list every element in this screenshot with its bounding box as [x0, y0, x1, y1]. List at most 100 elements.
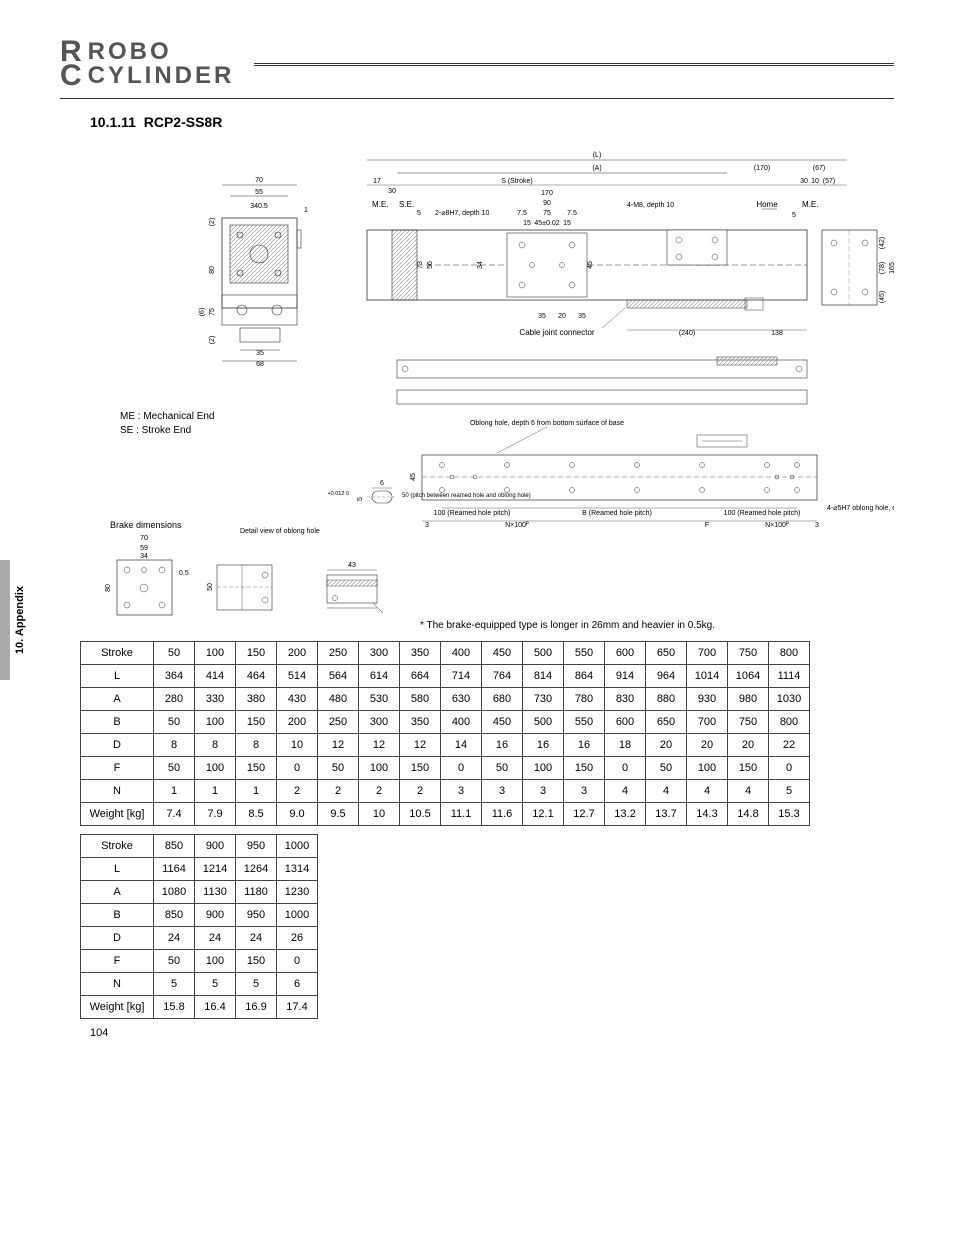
header-rules — [254, 62, 894, 67]
table-cell: 350 — [400, 711, 441, 734]
table-cell: 100 — [195, 950, 236, 973]
svg-text:(6): (6) — [199, 308, 206, 317]
svg-text:59: 59 — [140, 545, 148, 552]
table-cell: 16.9 — [236, 996, 277, 1019]
table-cell: 530 — [359, 688, 400, 711]
svg-text:70: 70 — [140, 535, 148, 542]
table-cell: 250 — [318, 711, 359, 734]
table-cell: 15.3 — [769, 803, 810, 826]
svg-text:80: 80 — [209, 266, 216, 274]
table-cell: 50 — [646, 757, 687, 780]
table-cell: 580 — [400, 688, 441, 711]
svg-text:56: 56 — [427, 261, 434, 269]
oblong-detail-label: Detail view of oblong hole — [240, 528, 320, 535]
svg-text:1: 1 — [304, 207, 308, 214]
section-title: RCP2-SS8R — [144, 114, 223, 130]
table-cell: 4 — [605, 780, 646, 803]
svg-text:43: 43 — [348, 562, 356, 569]
table-cell: Weight [kg] — [81, 996, 154, 1019]
table-header-cell: 1000 — [277, 835, 318, 858]
table-cell: 1000 — [277, 904, 318, 927]
table-cell: 500 — [523, 711, 564, 734]
svg-text:Home: Home — [756, 200, 778, 209]
table-cell: 10.5 — [400, 803, 441, 826]
table-header-cell: 250 — [318, 642, 359, 665]
table-cell: 24 — [154, 927, 195, 950]
legend-se: SE : Stroke End — [120, 424, 215, 438]
table-cell: 1064 — [728, 665, 769, 688]
table-cell: 10 — [277, 734, 318, 757]
logo: R ROBO C CYLINDER — [60, 40, 234, 88]
table-cell: L — [81, 858, 154, 881]
svg-text:(L): (L) — [593, 152, 602, 159]
table-cell: 8 — [236, 734, 277, 757]
svg-text:0.5: 0.5 — [179, 570, 189, 577]
svg-text:(45): (45) — [879, 291, 886, 303]
table-cell: 930 — [687, 688, 728, 711]
svg-text:2-⌀8H7, depth 10: 2-⌀8H7, depth 10 — [435, 210, 490, 217]
table-cell: 15.8 — [154, 996, 195, 1019]
svg-text:45: 45 — [587, 261, 594, 269]
svg-text:55: 55 — [255, 189, 263, 196]
table-header-cell: 950 — [236, 835, 277, 858]
svg-text:50 (pitch between reamed hole: 50 (pitch between reamed hole and oblong… — [402, 493, 531, 499]
svg-text:7.5: 7.5 — [517, 210, 527, 217]
table-cell: 8.5 — [236, 803, 277, 826]
svg-text:3: 3 — [815, 522, 819, 529]
table-row: D88810121212141616161820202022 — [81, 734, 810, 757]
table-cell: 1080 — [154, 881, 195, 904]
table-header-cell: 300 — [359, 642, 400, 665]
table-cell: 9.0 — [277, 803, 318, 826]
table-cell: 364 — [154, 665, 195, 688]
svg-text:90: 90 — [543, 200, 551, 207]
table-cell: 700 — [687, 711, 728, 734]
table-cell: 450 — [482, 711, 523, 734]
table-cell: 100 — [687, 757, 728, 780]
svg-text:N×100ᴾ: N×100ᴾ — [505, 522, 529, 529]
dimension-table-1: Stroke5010015020025030035040045050055060… — [80, 641, 810, 826]
table-cell: 14.3 — [687, 803, 728, 826]
svg-text:17: 17 — [373, 178, 381, 185]
table-cell: 5 — [769, 780, 810, 803]
table-cell: 50 — [482, 757, 523, 780]
table-cell: 714 — [441, 665, 482, 688]
table-header-cell: 200 — [277, 642, 318, 665]
table-header-cell: Stroke — [81, 642, 154, 665]
svg-text:(170): (170) — [754, 165, 770, 172]
logo-word-2: CYLINDER — [88, 64, 235, 88]
svg-text:5: 5 — [417, 210, 421, 217]
table-header-cell: Stroke — [81, 835, 154, 858]
table-cell: 1 — [154, 780, 195, 803]
svg-text:Oblong hole, depth 6 from bott: Oblong hole, depth 6 from bottom surface… — [470, 420, 624, 427]
brake-label: Brake dimensions — [110, 520, 182, 530]
table-cell: 2 — [318, 780, 359, 803]
table-cell: 50 — [154, 711, 195, 734]
svg-text:+0.012 0: +0.012 0 — [327, 491, 349, 497]
table-cell: 14.8 — [728, 803, 769, 826]
table-cell: 300 — [359, 711, 400, 734]
table-cell: D — [81, 927, 154, 950]
table-header-cell: 650 — [646, 642, 687, 665]
table-cell: 12 — [359, 734, 400, 757]
table-cell: F — [81, 950, 154, 973]
table-cell: Weight [kg] — [81, 803, 154, 826]
table-cell: 16.4 — [195, 996, 236, 1019]
table-cell: 24 — [195, 927, 236, 950]
table-header-cell: 50 — [154, 642, 195, 665]
table-cell: 430 — [277, 688, 318, 711]
table-cell: 830 — [605, 688, 646, 711]
section-heading: 10.1.11 RCP2-SS8R — [90, 114, 894, 130]
logo-c-icon: C — [60, 64, 82, 88]
svg-text:75: 75 — [209, 308, 216, 316]
table-row: D24242426 — [81, 927, 318, 950]
table-cell: 480 — [318, 688, 359, 711]
table-cell: 50 — [318, 757, 359, 780]
svg-text:3: 3 — [425, 522, 429, 529]
table-cell: D — [81, 734, 154, 757]
table-row: L364414464514564614664714764814864914964… — [81, 665, 810, 688]
table-header-cell: 150 — [236, 642, 277, 665]
svg-text:(2): (2) — [209, 218, 216, 227]
svg-text:35: 35 — [578, 313, 586, 320]
table-cell: 664 — [400, 665, 441, 688]
svg-text:F: F — [705, 522, 709, 529]
